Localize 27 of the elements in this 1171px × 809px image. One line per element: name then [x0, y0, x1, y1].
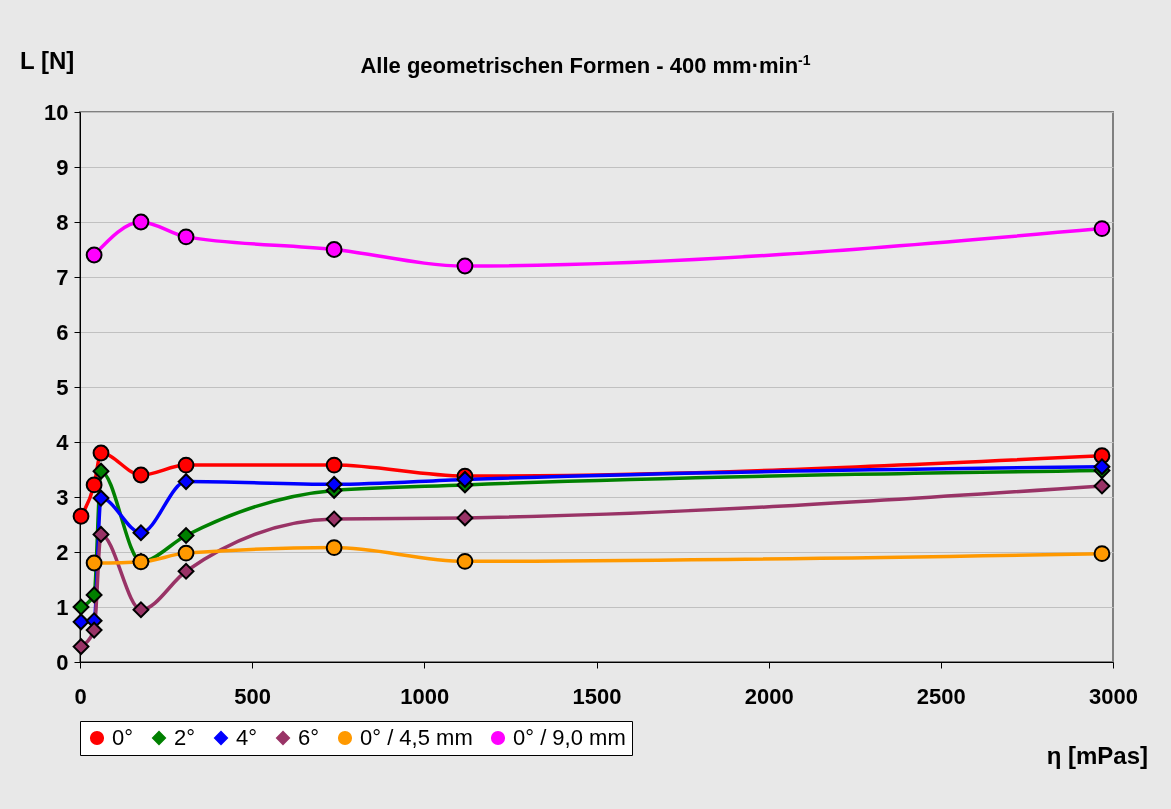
x-tick-label: 0 [74, 683, 87, 709]
y-tick-label: 0 [56, 649, 69, 675]
y-tick-label: 8 [56, 209, 69, 235]
y-tick-label: 6 [56, 319, 69, 345]
y-tick-label: 4 [56, 429, 70, 455]
x-tick-label: 2500 [916, 683, 966, 709]
x-tick-label: 1500 [572, 683, 622, 709]
x-tick-label: 2000 [744, 683, 794, 709]
x-tick-label: 500 [234, 683, 272, 709]
y-tick-label: 7 [56, 264, 69, 290]
legend-label: 6° [298, 725, 320, 750]
y-tick-label: 5 [56, 374, 69, 400]
legend-label: 2° [174, 725, 196, 750]
legend-label: 0° [112, 725, 134, 750]
y-tick-label: 1 [56, 594, 69, 620]
y-tick-label: 10 [44, 99, 69, 125]
y-axis-title: L [N] [20, 47, 75, 74]
x-tick-label: 3000 [1089, 683, 1138, 709]
x-tick-label: 1000 [400, 683, 450, 709]
y-tick-label: 9 [56, 154, 69, 180]
x-axis-title: η [mPas] [1046, 742, 1148, 769]
y-tick-label: 2 [56, 539, 69, 565]
y-tick-label: 3 [56, 484, 69, 510]
chart-title: Alle geometrischen Formen - 400 mm·min$^{-1}$ [360, 52, 811, 79]
legend-label: 0° / 9,0 mm [513, 725, 626, 750]
legend-label: 0° / 4,5 mm [360, 725, 473, 750]
legend-label: 4° [236, 725, 258, 750]
